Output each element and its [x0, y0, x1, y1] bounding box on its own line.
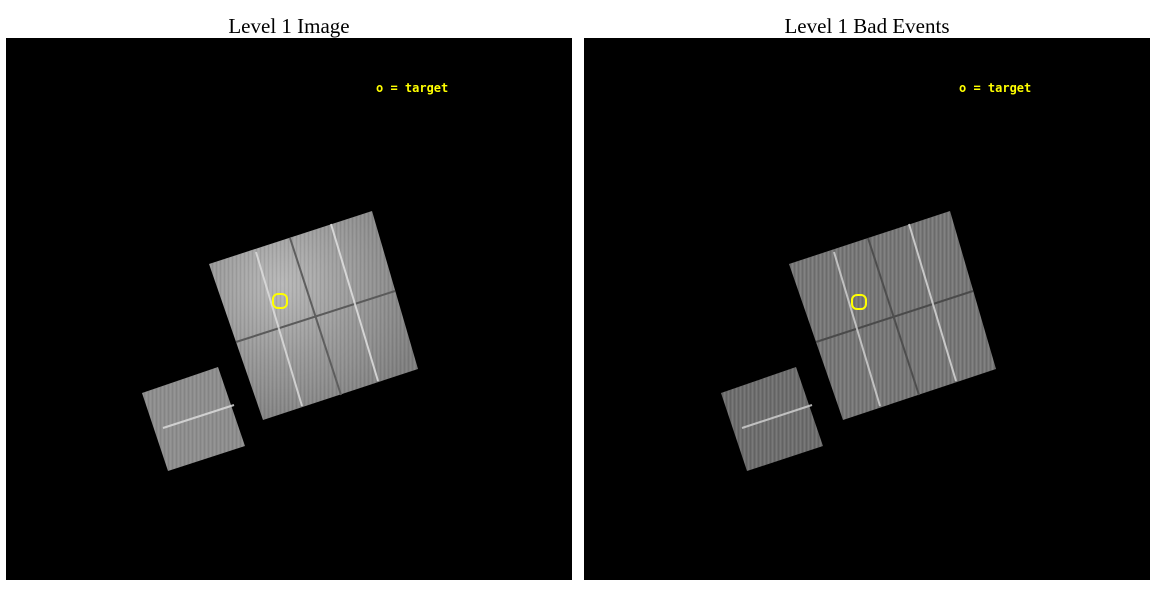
- large-ccd-chip: [209, 211, 418, 420]
- right-panel-title: Level 1 Bad Events: [784, 14, 950, 38]
- right-legend-text: o = target: [959, 81, 1032, 95]
- left-legend-text: o = target: [376, 81, 449, 95]
- target-marker-icon: [272, 293, 288, 309]
- small-ccd-chip: [142, 367, 245, 471]
- level1-bad-events-canvas: [721, 211, 996, 471]
- level1-image-canvas: [142, 211, 418, 471]
- small-ccd-chip: [721, 367, 823, 471]
- left-panel-title: Level 1 Image: [228, 14, 350, 38]
- level1-image-panel: [6, 38, 572, 580]
- level1-bad-events-panel: [584, 38, 1150, 580]
- large-ccd-chip: [789, 211, 996, 420]
- target-marker-icon: [851, 294, 867, 310]
